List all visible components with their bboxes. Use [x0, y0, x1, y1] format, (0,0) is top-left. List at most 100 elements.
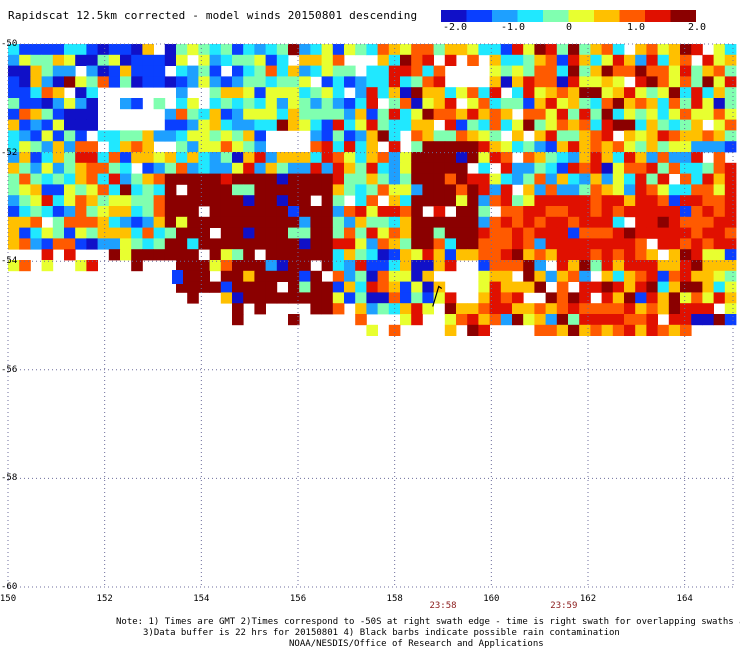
data-cell — [624, 292, 636, 304]
data-cell — [254, 270, 266, 282]
data-cell — [243, 216, 255, 228]
data-cell — [680, 162, 692, 174]
data-cell — [187, 65, 199, 77]
data-cell — [75, 98, 87, 110]
data-cell — [41, 119, 54, 131]
data-cell — [601, 216, 614, 228]
data-cell — [556, 44, 569, 56]
data-cell — [590, 260, 602, 272]
data-cell — [254, 238, 266, 250]
data-cell — [41, 130, 54, 142]
data-cell — [321, 44, 334, 56]
data-cell — [568, 54, 580, 66]
data-cell — [265, 238, 278, 250]
data-cell — [254, 141, 266, 153]
data-cell — [478, 281, 490, 293]
data-cell — [377, 260, 390, 272]
data-cell — [579, 249, 591, 261]
data-cell — [366, 270, 378, 282]
data-cell — [612, 314, 625, 326]
data-cell — [187, 238, 199, 250]
data-cell — [243, 260, 255, 272]
data-cell — [624, 238, 636, 250]
data-cell — [377, 119, 390, 131]
data-cell — [131, 206, 143, 218]
data-cell — [232, 173, 244, 185]
data-cell — [97, 54, 110, 66]
data-cell — [97, 65, 110, 77]
data-cell — [30, 184, 42, 196]
data-cell — [724, 227, 737, 239]
data-cell — [556, 141, 569, 153]
data-cell — [120, 184, 132, 196]
data-cell — [668, 130, 681, 142]
data-cell — [478, 98, 490, 110]
data-cell — [187, 206, 199, 218]
data-cell — [355, 130, 367, 142]
data-cell — [64, 195, 76, 207]
data-cell — [422, 195, 434, 207]
colorbar-segment — [492, 10, 519, 22]
data-cell — [400, 173, 412, 185]
data-cell — [366, 206, 378, 218]
data-cell — [265, 206, 278, 218]
data-cell — [612, 141, 625, 153]
data-cell — [433, 98, 446, 110]
data-cell — [568, 238, 580, 250]
data-cell — [534, 65, 546, 77]
data-cell — [299, 76, 311, 88]
data-cell — [209, 216, 222, 228]
data-cell — [30, 98, 42, 110]
data-cell — [232, 98, 244, 110]
data-cell — [153, 76, 166, 88]
data-cell — [635, 54, 647, 66]
data-cell — [422, 260, 434, 272]
data-cell — [355, 162, 367, 174]
data-cell — [545, 238, 558, 250]
data-cell — [400, 119, 412, 131]
data-cell — [288, 108, 300, 120]
data-cell — [534, 98, 546, 110]
data-cell — [52, 162, 65, 174]
data-cell — [545, 173, 558, 185]
data-cell — [624, 324, 636, 336]
data-cell — [209, 130, 222, 142]
data-cell — [64, 152, 76, 164]
data-cell — [299, 44, 311, 56]
data-cell — [332, 216, 345, 228]
data-cell — [568, 141, 580, 153]
data-cell — [500, 314, 513, 326]
data-cell — [299, 87, 311, 99]
data-cell — [568, 184, 580, 196]
data-cell — [52, 65, 65, 77]
data-cell — [657, 281, 670, 293]
data-cell — [209, 281, 222, 293]
data-cell — [601, 130, 614, 142]
data-cell — [702, 206, 714, 218]
data-cell — [422, 130, 434, 142]
data-cell — [411, 141, 423, 153]
data-cell — [187, 281, 199, 293]
data-cell — [176, 98, 188, 110]
data-cell — [120, 130, 132, 142]
data-cell — [388, 260, 401, 272]
data-cell — [467, 206, 479, 218]
data-cell — [220, 260, 233, 272]
data-cell — [478, 292, 490, 304]
data-cell — [209, 195, 222, 207]
data-cell — [646, 270, 658, 282]
data-cell — [635, 76, 647, 88]
data-cell — [657, 238, 670, 250]
data-cell — [232, 216, 244, 228]
data-cell — [86, 238, 98, 250]
data-cell — [702, 260, 714, 272]
data-cell — [299, 227, 311, 239]
data-cell — [332, 195, 345, 207]
data-cell — [680, 292, 692, 304]
data-cell — [142, 44, 154, 56]
data-cell — [422, 270, 434, 282]
data-cell — [590, 65, 602, 77]
data-cell — [86, 108, 98, 120]
data-cell — [86, 76, 98, 88]
data-cell — [120, 98, 132, 110]
